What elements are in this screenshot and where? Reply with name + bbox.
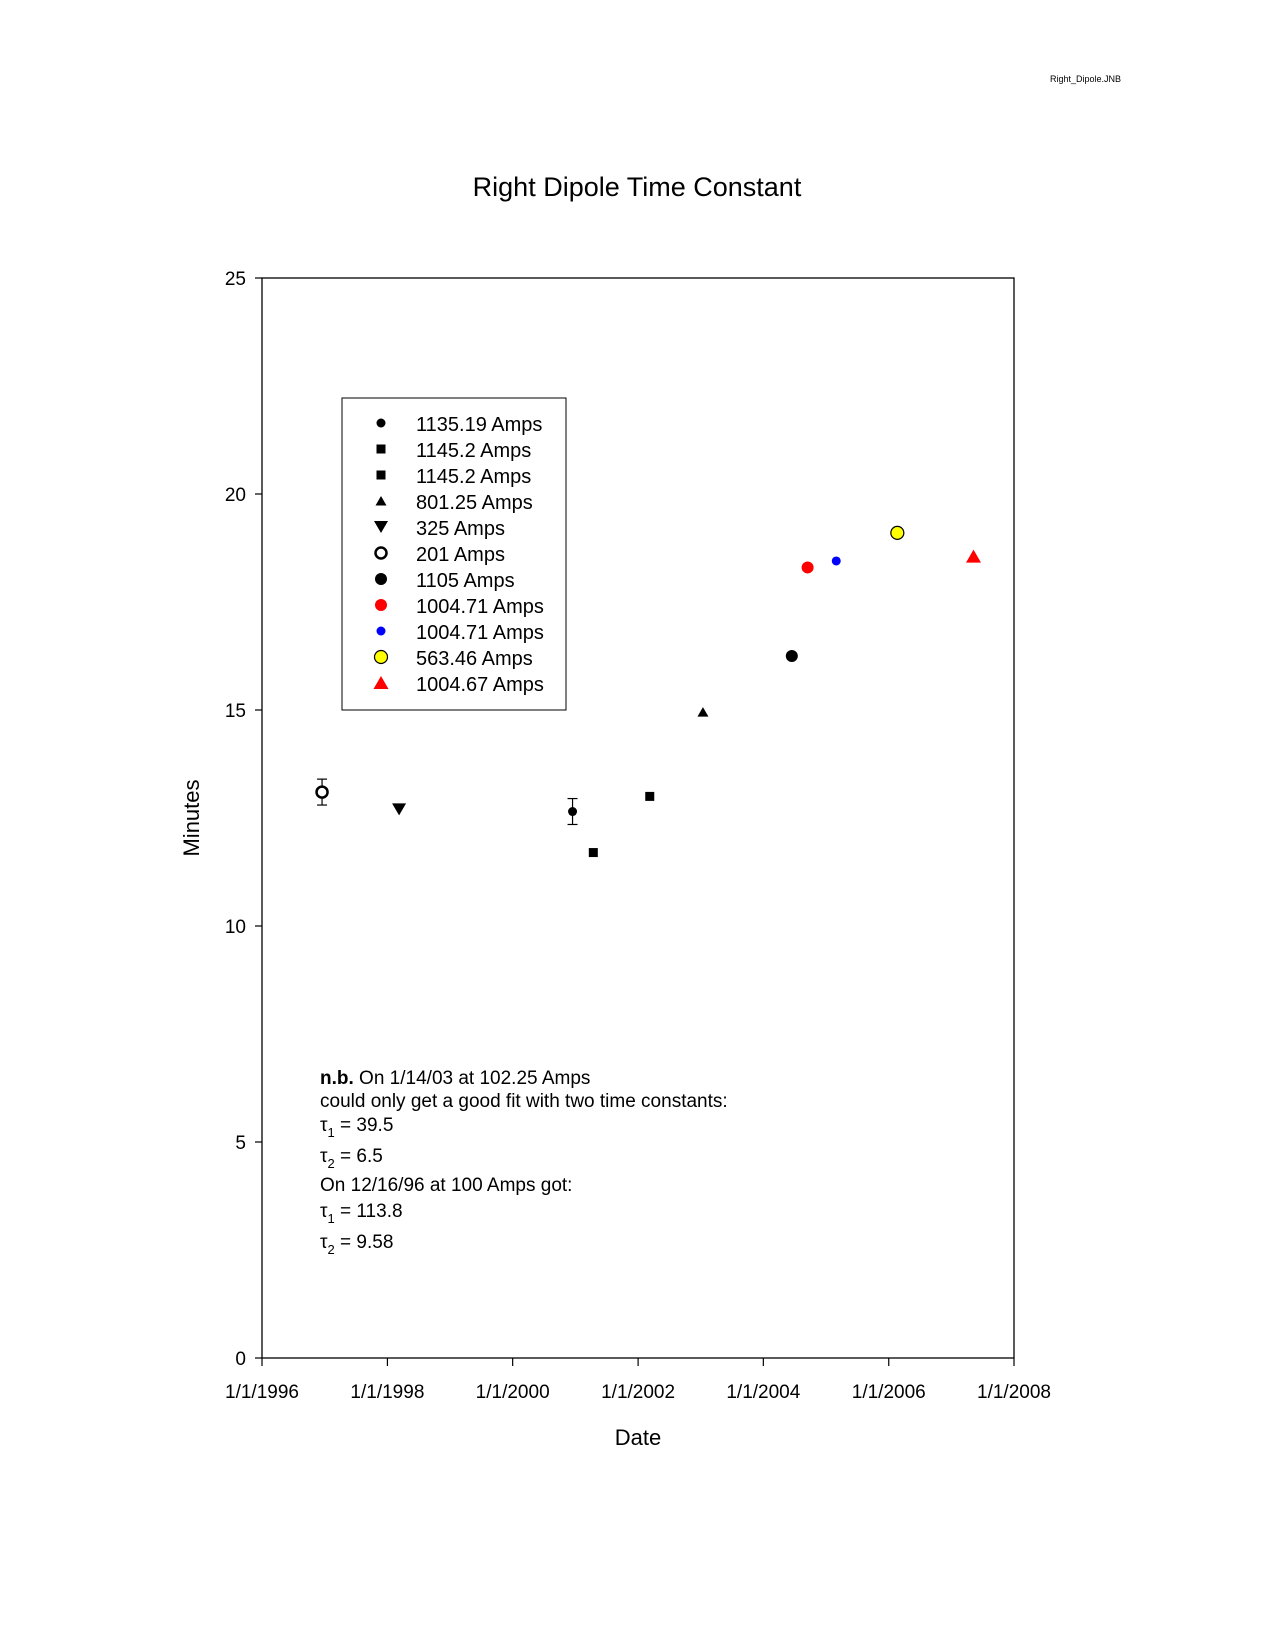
- data-points: [315, 525, 982, 858]
- tau-sub: 2: [328, 1242, 335, 1257]
- legend-label: 1135.19 Amps: [416, 414, 542, 436]
- tau-value: = 6.5: [335, 1146, 383, 1167]
- legend-marker: [373, 649, 389, 665]
- x-tick-label: 1/1/2002: [601, 1382, 675, 1403]
- note-line-1: n.b. On 1/14/03 at 102.25 Amps: [320, 1068, 590, 1089]
- data-point: [785, 650, 798, 662]
- note-tau1-a: τ1 = 39.5: [320, 1115, 393, 1140]
- legend-marker: [375, 599, 387, 611]
- data-point: [645, 791, 655, 801]
- y-tick-label: 20: [225, 485, 246, 506]
- legend-label: 1004.71 Amps: [416, 622, 544, 644]
- y-axis-title: Minutes: [179, 779, 204, 856]
- legend-label: 325 Amps: [416, 518, 505, 540]
- data-point: [801, 561, 814, 574]
- tau-symbol: τ: [320, 1201, 328, 1222]
- legend-marker: [376, 626, 386, 636]
- legend-label: 1004.71 Amps: [416, 596, 544, 618]
- data-point: [588, 848, 598, 858]
- tau-value: = 113.8: [335, 1201, 403, 1222]
- legend: 1135.19 Amps 1145.2 Amps 1145.2 Amps 801.25…: [341, 397, 567, 711]
- y-tick-label: 10: [225, 917, 246, 938]
- data-point: [315, 785, 329, 799]
- data-point: [568, 807, 578, 817]
- tau-symbol: τ: [320, 1146, 328, 1167]
- x-tick-label: 1/1/2006: [852, 1382, 926, 1403]
- file-label: Right_Dipole.JNB: [1050, 74, 1121, 84]
- tau-value: = 39.5: [335, 1115, 394, 1136]
- x-tick-label: 1/1/1998: [350, 1382, 424, 1403]
- legend-marker: [376, 444, 386, 454]
- data-point: [890, 525, 905, 540]
- chart-title: Right Dipole Time Constant: [473, 172, 802, 202]
- legend-marker: [375, 573, 387, 585]
- legend-marker: [374, 521, 388, 533]
- note-nb: n.b.: [320, 1068, 354, 1089]
- y-tick-label: 5: [235, 1133, 246, 1154]
- y-tick-label: 0: [235, 1349, 246, 1370]
- legend-label: 563.46 Amps: [416, 648, 533, 670]
- legend-marker: [374, 546, 388, 560]
- x-axis-title: Date: [615, 1425, 661, 1450]
- note-line-1-rest: On 1/14/03 at 102.25 Amps: [354, 1068, 591, 1089]
- tau-value: = 9.58: [335, 1232, 394, 1253]
- data-point: [697, 707, 709, 717]
- legend-label: 1004.67 Amps: [416, 674, 544, 696]
- note-line-5: On 12/16/96 at 100 Amps got:: [320, 1175, 572, 1196]
- note-tau2-b: τ2 = 9.58: [320, 1232, 393, 1257]
- note-line-2: could only get a good fit with two time …: [320, 1091, 728, 1112]
- tau-sub: 1: [328, 1125, 335, 1140]
- data-point: [392, 803, 407, 816]
- data-point: [831, 556, 841, 566]
- x-tick-label: 1/1/1996: [225, 1382, 299, 1403]
- legend-label: 1145.2 Amps: [416, 440, 531, 462]
- tau-sub: 2: [328, 1156, 335, 1171]
- tau-sub: 1: [328, 1211, 335, 1226]
- legend-label: 201 Amps: [416, 544, 505, 566]
- y-axis: 0 5 10 15 20 25: [225, 269, 262, 1370]
- legend-marker: [373, 676, 389, 689]
- note-tau1-b: τ1 = 113.8: [320, 1201, 403, 1226]
- legend-label: 1145.2 Amps: [416, 466, 531, 488]
- x-tick-label: 1/1/2008: [977, 1382, 1051, 1403]
- legend-label: 801.25 Amps: [416, 492, 533, 514]
- y-tick-label: 25: [225, 269, 246, 290]
- x-axis: 1/1/1996 1/1/1998 1/1/2000 1/1/2002 1/1/2004…: [225, 1358, 1051, 1403]
- tau-symbol: τ: [320, 1232, 328, 1253]
- y-tick-label: 15: [225, 701, 246, 722]
- x-tick-label: 1/1/2000: [476, 1382, 550, 1403]
- data-point: [966, 549, 982, 563]
- note-tau2-a: τ2 = 6.5: [320, 1146, 383, 1171]
- x-tick-label: 1/1/2004: [726, 1382, 800, 1403]
- legend-marker: [375, 496, 387, 506]
- legend-marker: [376, 418, 386, 428]
- annotation: n.b. On 1/14/03 at 102.25 Amps could onl…: [320, 1068, 728, 1257]
- legend-label: 1105 Amps: [416, 570, 515, 592]
- legend-marker: [376, 470, 386, 480]
- tau-symbol: τ: [320, 1115, 328, 1136]
